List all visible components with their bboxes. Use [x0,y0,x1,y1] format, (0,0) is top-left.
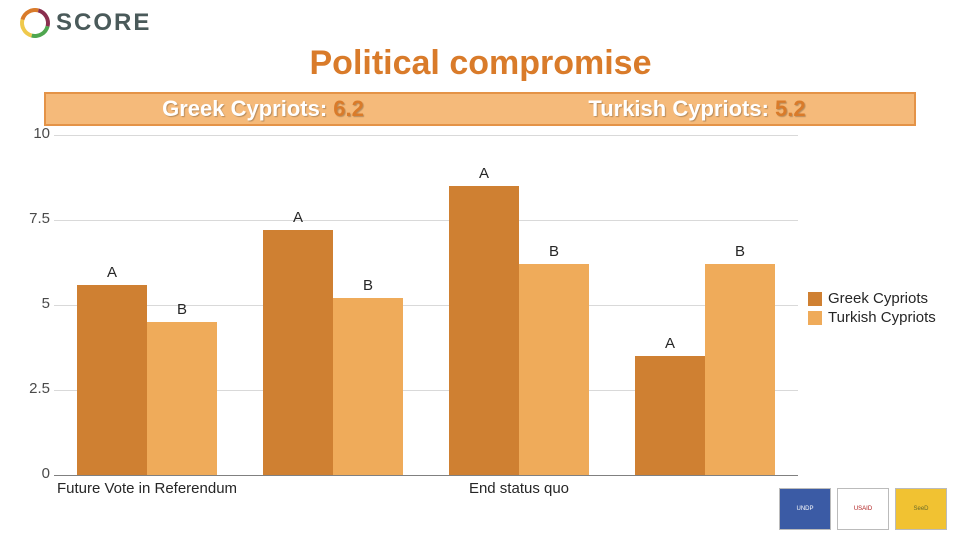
bar-letter: A [650,335,690,352]
legend: Greek Cypriots Turkish Cypriots [808,290,936,328]
legend-item: Greek Cypriots [808,290,936,307]
bar [449,186,519,475]
y-tick-label: 5 [22,295,50,312]
score-logo: SCORE [20,8,151,38]
bar-letter: A [92,264,132,281]
summary-turkish-value: 5.2 [775,96,806,121]
summary-turkish: Turkish Cypriots: 5.2 [480,96,914,122]
legend-label: Greek Cypriots [828,290,928,307]
bar [147,322,217,475]
bar [77,285,147,475]
summary-turkish-label: Turkish Cypriots: [588,96,775,121]
gridline [54,135,798,136]
gridline [54,220,798,221]
bar-letter: B [720,243,760,260]
bar-letter: B [534,243,574,260]
x-tick-label: End status quo [419,480,619,497]
y-tick-label: 10 [22,125,50,142]
score-logo-text: SCORE [56,9,151,37]
bar [635,356,705,475]
plot-area: 02.557.510ABFuture Vote in ReferendumABA… [54,135,798,476]
bar-letter: A [464,165,504,182]
bar-letter: B [162,301,202,318]
legend-swatch [808,292,822,306]
summary-greek: Greek Cypriots: 6.2 [46,96,480,122]
legend-swatch [808,311,822,325]
x-tick-label: Future Vote in Referendum [47,480,247,497]
y-tick-label: 7.5 [22,210,50,227]
y-tick-label: 2.5 [22,380,50,397]
bar [519,264,589,475]
usaid-logo: USAID [837,488,889,530]
undp-logo: UNDP [779,488,831,530]
bar-chart: 02.557.510ABFuture Vote in ReferendumABA… [14,135,798,505]
bar [333,298,403,475]
bar-letter: A [278,209,318,226]
score-logo-mark [20,8,50,38]
seed-logo: SeeD [895,488,947,530]
bar [705,264,775,475]
summary-greek-value: 6.2 [333,96,364,121]
bar-letter: B [348,277,388,294]
legend-item: Turkish Cypriots [808,309,936,326]
footer-logos: UNDP USAID SeeD [779,488,947,530]
summary-greek-label: Greek Cypriots: [162,96,333,121]
slide-title: Political compromise [0,44,961,83]
bar [263,230,333,475]
summary-band: Greek Cypriots: 6.2 Turkish Cypriots: 5.… [44,92,916,126]
slide: SCORE Political compromise Greek Cypriot… [0,0,961,540]
legend-label: Turkish Cypriots [828,309,936,326]
y-tick-label: 0 [22,465,50,482]
